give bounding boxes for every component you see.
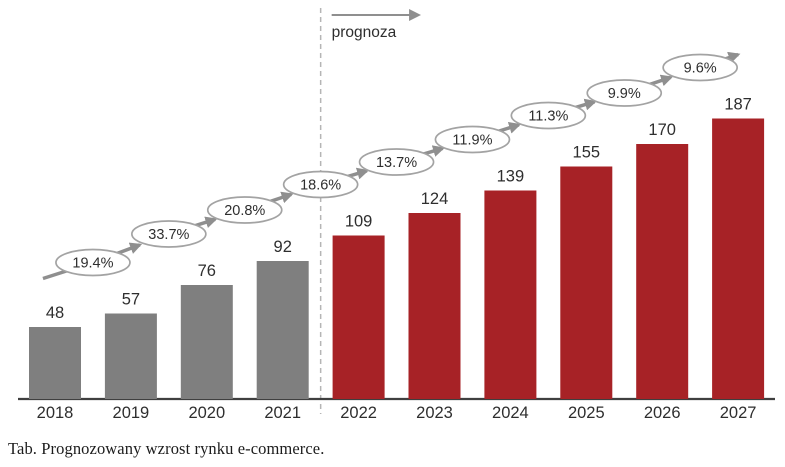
- growth-percentage-label: 20.8%: [224, 203, 265, 219]
- year-axis-label: 2019: [113, 404, 150, 422]
- bar-historical-2019: [104, 313, 157, 399]
- growth-bubble: [586, 79, 663, 107]
- growth-bubble: [434, 125, 511, 154]
- growth-bubble: [55, 248, 131, 277]
- forecast-label: prognoza: [332, 24, 397, 41]
- growth-bubble: [131, 220, 207, 248]
- bar-value-label: 170: [648, 121, 676, 139]
- bar-historical-2020: [180, 285, 233, 399]
- year-axis-label: 2026: [644, 404, 681, 422]
- bar-forecast-2022: [332, 235, 385, 399]
- growth-percentage-label: 18.6%: [300, 178, 341, 194]
- year-axis-label: 2018: [37, 404, 74, 422]
- growth-bubble: [662, 53, 739, 82]
- year-axis-label: 2025: [568, 404, 605, 422]
- bar-value-label: 48: [46, 304, 64, 322]
- growth-percentage-label: 19.4%: [72, 256, 113, 272]
- year-axis-label: 2022: [340, 404, 377, 422]
- year-axis-label: 2024: [492, 404, 529, 422]
- growth-bubble: [282, 170, 359, 199]
- year-axis-label: 2021: [264, 404, 301, 422]
- bar-forecast-2027: [712, 118, 765, 399]
- bar-historical-2018: [29, 327, 81, 399]
- bar-historical-2021: [256, 261, 309, 399]
- bar-value-label: 76: [198, 262, 216, 280]
- bar-value-label: 139: [497, 168, 525, 186]
- growth-percentage-label: 13.7%: [376, 155, 417, 171]
- growth-percentage-label: 9.9%: [608, 86, 641, 102]
- growth-bubble: [510, 101, 587, 130]
- growth-percentage-label: 11.3%: [528, 109, 568, 125]
- growth-percentage-label: 9.6%: [684, 61, 717, 77]
- chart-caption: Tab. Prognozowany wzrost rynku e-commerc…: [8, 439, 325, 458]
- bar-value-label: 57: [122, 291, 140, 309]
- bar-forecast-2026: [636, 144, 689, 399]
- bar-forecast-2024: [484, 190, 537, 399]
- growth-bubble: [206, 196, 283, 224]
- year-axis-label: 2023: [416, 404, 453, 422]
- bar-value-label: 92: [274, 238, 292, 256]
- bar-value-label: 109: [345, 213, 373, 231]
- growth-percentage-label: 11.9%: [452, 133, 492, 149]
- bar-forecast-2023: [408, 213, 461, 399]
- bar-value-label: 187: [724, 96, 752, 114]
- growth-bubble: [358, 148, 435, 176]
- growth-percentage-label: 33.7%: [148, 227, 189, 243]
- year-axis-label: 2027: [720, 404, 757, 422]
- bar-value-label: 155: [573, 144, 601, 162]
- bar-chart-svg: prognoza 19.4% 33.7% 20.8% 18.6% 13.7% 11.9% 11…: [18, 8, 775, 422]
- bar-value-label: 124: [421, 190, 449, 208]
- ecommerce-growth-chart: prognoza 19.4% 33.7% 20.8% 18.6% 13.7% 11.9% 11…: [18, 8, 775, 422]
- bar-forecast-2025: [560, 166, 613, 399]
- year-axis-label: 2020: [188, 404, 225, 422]
